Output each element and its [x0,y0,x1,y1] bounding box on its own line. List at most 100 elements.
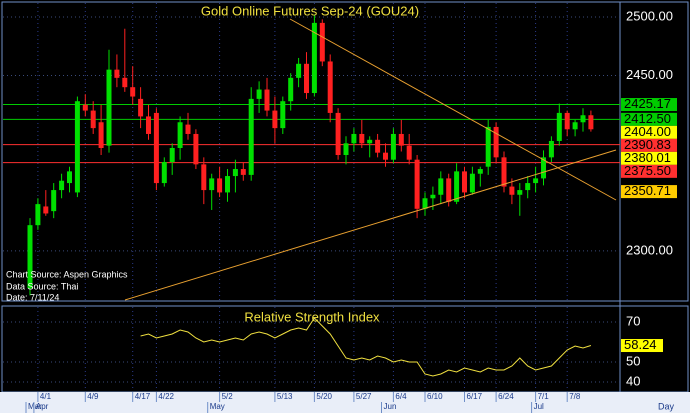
candle-body [193,133,199,165]
x-tick-label: 7/1 [538,392,550,401]
candle-body [232,169,238,177]
y-tick-label: 50 [626,353,640,368]
candle-body [398,133,404,146]
candle-body [27,225,33,289]
candle-body [59,180,65,191]
x-tick-label: 4/17 [135,392,151,401]
candle-body [572,122,578,130]
candle-body [414,159,420,209]
candle-body [564,112,570,130]
y-tick-label: 2450.00 [626,67,673,82]
candle-body [296,63,302,78]
candle-body [485,126,491,167]
month-label: May [210,402,225,411]
rsi-label: 58.24 [624,337,657,352]
candle-body [98,122,104,148]
candle-body [517,190,523,195]
candle-body [169,147,175,163]
candle-body [264,89,270,111]
candle-body [383,152,388,160]
level-label-box [621,151,677,165]
candle-body [114,69,120,78]
month-label: Jul [534,402,544,411]
candle-body [351,133,357,144]
candle-body [541,157,546,179]
candle-body [225,176,230,193]
level-label: 2412.50 [624,111,671,126]
y-tick-label: 40 [626,373,640,388]
x-tick-label: 4/1 [40,392,52,401]
x-tick-label: 5/2 [222,392,234,401]
candle-body [493,126,499,158]
level-label: 2425.17 [624,96,671,111]
level-label: 2404.00 [624,124,671,139]
candle-body [82,104,88,111]
candle-body [359,133,365,144]
trendline [124,149,617,301]
rsi-label-box [621,339,663,353]
month-label: Mar [28,402,42,411]
candle-body [51,190,57,212]
candle-body [130,87,136,97]
candle-body [35,204,41,226]
y-tick-label: 2500.00 [626,8,673,23]
candle-body [501,157,507,187]
candle-body [469,173,475,193]
x-tick-label: 6/24 [498,392,514,401]
level-label-box [621,125,677,139]
rsi-line [140,317,592,377]
candle-body [367,139,373,144]
candle-body [185,124,191,134]
candle-body [177,122,183,148]
candle-body [343,143,349,156]
candle-body [90,110,96,129]
candle-body [146,116,151,134]
candle-body [240,169,246,175]
level-label-box [621,98,677,112]
month-label: Jun [384,402,397,411]
x-tick-label: 7/8 [569,392,581,401]
level-label: 2390.83 [624,137,671,152]
main-panel-frame [1,1,689,302]
candle-body [288,77,294,102]
candle-body [122,77,128,88]
candle-body [74,101,80,193]
candle-body [509,186,515,195]
candle-body [311,22,317,94]
candle-body [446,178,452,202]
candle-body [248,98,254,175]
level-label-box [621,185,677,199]
candle-body [462,171,467,193]
candle-body [280,101,286,129]
candle-body [533,178,539,184]
candle-body [256,89,262,99]
x-tick-label: 5/20 [316,392,332,401]
candle-body [390,133,396,160]
x-tick-label: 5/27 [356,392,372,401]
candle-body [375,139,381,153]
level-label-box [621,138,677,152]
y-tick-label: 2300.00 [626,242,673,257]
candle-body [525,183,531,191]
candle-body [43,206,49,214]
candle-body [106,69,112,146]
candle-body [556,112,562,141]
source-note: Date: 7/11/24 [6,292,59,302]
candle-body [477,169,483,174]
period-label: Day [658,401,675,411]
x-tick-label: 5/13 [277,392,293,401]
candle-body [548,140,554,158]
level-label-box [621,112,677,126]
x-tick-label: 6/4 [395,392,407,401]
candle-body [153,112,159,184]
month-label: Apr [36,402,49,411]
candle-body [335,112,341,156]
x-tick-label: 6/10 [427,392,443,401]
candle-body [430,194,436,199]
candle-body [406,145,412,160]
x-tick-label: 6/17 [467,392,483,401]
level-label: 2350.71 [624,183,671,198]
